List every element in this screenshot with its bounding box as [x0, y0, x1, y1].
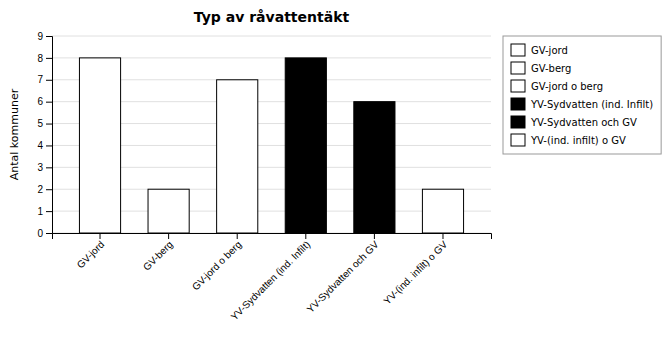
- y-tick-label: 7: [37, 74, 43, 85]
- legend-label: YV-Sydvatten och GV: [530, 117, 637, 128]
- x-tick-label: GV-jord o berg: [190, 239, 244, 293]
- y-axis: 0 1 2 3 4 5 6 7 8 9: [37, 31, 52, 239]
- y-tick-label: 2: [37, 184, 43, 195]
- legend-swatch: [511, 80, 525, 92]
- y-tick-label: 4: [37, 140, 43, 151]
- bar: [79, 58, 120, 233]
- y-tick: 2: [37, 184, 52, 195]
- x-tick-mark: [442, 233, 443, 239]
- legend-label: YV-Sydvatten (ind. Infilt): [530, 99, 653, 110]
- bar: [354, 102, 395, 233]
- bar: [422, 189, 463, 233]
- y-tick-label: 5: [37, 118, 43, 129]
- title: Typ av råvattentäkt: [194, 9, 350, 25]
- legend-swatch: [511, 116, 525, 128]
- x-tick-mark: [100, 233, 101, 239]
- legend-item: GV-berg: [511, 62, 571, 74]
- y-tick-mark: [46, 189, 52, 190]
- bar: [217, 80, 258, 233]
- x-tick-mark: [374, 233, 375, 239]
- legend-item: YV-(ind. infilt) o GV: [511, 134, 626, 146]
- x-axis-line: [53, 234, 492, 240]
- legend-swatch: [511, 44, 525, 56]
- plot: 0123456789GV-jordGV-bergGV-jord o bergYV…: [37, 31, 491, 323]
- legend-item: YV-Sydvatten (ind. Infilt): [511, 98, 653, 110]
- x-tick-label: YV-Sydvatten och GV: [305, 238, 381, 314]
- chart: 0123456789GV-jordGV-bergGV-jord o bergYV…: [0, 0, 671, 345]
- legend-swatch: [511, 62, 525, 74]
- y-tick-mark: [46, 124, 52, 125]
- x-tick-label: YV-(ind. infilt) o GV: [381, 238, 449, 306]
- y-tick-label: 9: [37, 31, 43, 42]
- x-tick: GV-jord o berg: [190, 233, 244, 292]
- legend-frame: [503, 36, 661, 154]
- y-tick-label: 1: [37, 206, 43, 217]
- x-tick: GV-jord: [75, 233, 107, 270]
- legend-item: YV-Sydvatten och GV: [511, 116, 637, 128]
- grid: [52, 36, 491, 233]
- bar: [285, 58, 326, 233]
- y-axis-title: Antal kommuner: [8, 88, 21, 180]
- y-tick: 6: [37, 96, 52, 107]
- y-tick-label: 8: [37, 53, 43, 64]
- y-tick-mark: [46, 167, 52, 168]
- y-tick-mark: [46, 233, 52, 234]
- x-tick-label: GV-berg: [141, 239, 175, 273]
- legend-item: GV-jord o berg: [511, 80, 603, 92]
- legend-label: GV-berg: [531, 63, 571, 74]
- legend-swatch: [511, 98, 525, 110]
- legend: GV-jord GV-berg GV-jord o berg YV-Sydvatten…: [503, 36, 661, 154]
- x-tick: GV-berg: [141, 233, 175, 273]
- y-tick-mark: [46, 145, 52, 146]
- x-tick-label: GV-jord: [75, 239, 107, 271]
- bar: [148, 189, 189, 233]
- grid-line: [52, 36, 491, 37]
- y-tick-mark: [46, 102, 52, 103]
- bars: [79, 58, 463, 233]
- x-tick-mark: [237, 233, 238, 239]
- legend-label: GV-jord: [531, 45, 568, 56]
- y-tick-label: 3: [37, 162, 43, 173]
- y-tick: 8: [37, 53, 52, 64]
- y-tick: 7: [37, 74, 52, 85]
- y-tick-mark: [46, 36, 52, 37]
- legend-swatch: [511, 134, 525, 146]
- y-tick-mark: [46, 80, 52, 81]
- y-tick: 1: [37, 206, 52, 217]
- x-tick: YV-(ind. infilt) o GV: [381, 233, 449, 307]
- y-tick: 0: [37, 228, 52, 239]
- y-tick: 4: [37, 140, 52, 151]
- y-tick: 5: [37, 118, 52, 129]
- x-tick: YV-Sydvatten (ind. Infilt): [229, 233, 313, 322]
- legend-label: YV-(ind. infilt) o GV: [530, 135, 626, 146]
- y-tick-mark: [46, 58, 52, 59]
- y-tick-label: 0: [37, 228, 43, 239]
- x-tick-mark: [305, 233, 306, 239]
- y-tick: 9: [37, 31, 52, 42]
- x-tick-label: YV-Sydvatten (ind. Infilt): [229, 239, 313, 323]
- x-tick-mark: [168, 233, 169, 239]
- y-tick-label: 6: [37, 96, 43, 107]
- y-tick: 3: [37, 162, 52, 173]
- legend-label: GV-jord o berg: [531, 81, 603, 92]
- x-axis: GV-jordGV-bergGV-jord o bergYV-Sydvatten…: [53, 233, 492, 322]
- legend-item: GV-jord: [511, 44, 568, 56]
- y-axis-line: [46, 37, 53, 234]
- x-tick: YV-Sydvatten och GV: [305, 233, 381, 315]
- y-tick-mark: [46, 211, 52, 212]
